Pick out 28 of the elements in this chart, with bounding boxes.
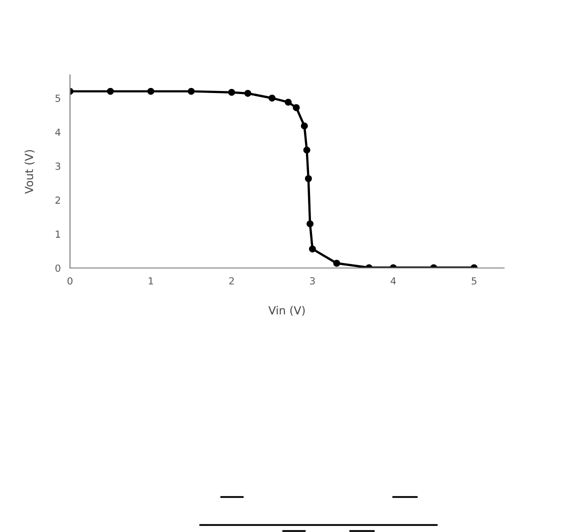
point [228,88,236,96]
x-axis-title: Vin (V) [268,306,305,316]
point [147,88,154,95]
point [188,88,195,95]
x-tick-label: 2 [229,277,234,284]
point [284,98,292,106]
y-tick-label: 1 [56,230,60,238]
x-tick-label: 3 [310,277,315,285]
point [268,94,276,102]
point [303,146,310,154]
y-tick-label: 0 [55,264,60,272]
y-tick-label: 5 [56,94,60,102]
point [106,88,114,95]
x-tick-label: 5 [472,277,476,285]
point [300,122,308,130]
point [292,104,300,112]
y-tick-label: 2 [56,196,60,204]
x-tick-label: 1 [148,277,154,284]
point [308,246,316,252]
point [306,220,314,228]
x-tick-label: 0 [68,277,72,285]
x-tick-label: 4 [390,277,396,284]
y-axis-title: Vout (V) [24,150,34,194]
y-tick-label: 3 [56,162,60,170]
point [333,260,340,267]
y-tick-label: 4 [55,128,60,136]
point [244,90,252,97]
point [304,175,312,182]
